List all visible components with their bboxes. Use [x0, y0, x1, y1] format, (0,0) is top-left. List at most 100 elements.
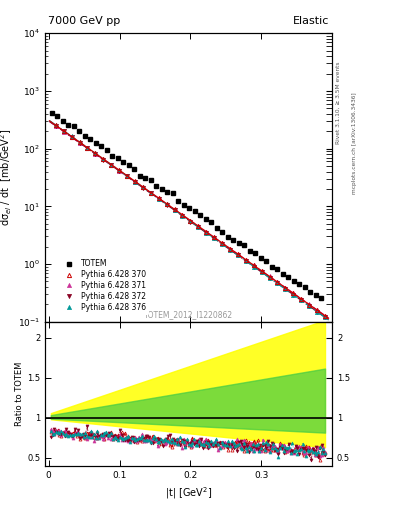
Pythia 6.428 376 [188, 218, 193, 224]
Pythia 6.428 371 [283, 285, 288, 291]
Pythia 6.428 370 [180, 212, 185, 218]
Pythia 6.428 371 [125, 173, 129, 179]
Pythia 6.428 372 [101, 157, 106, 163]
Pythia 6.428 376 [85, 145, 90, 151]
Pythia 6.428 370 [53, 122, 58, 129]
Pythia 6.428 376 [275, 281, 280, 287]
Pythia 6.428 371 [109, 162, 114, 168]
Pythia 6.428 376 [259, 269, 264, 275]
Pythia 6.428 372 [164, 202, 169, 208]
TOTEM [132, 166, 136, 172]
Pythia 6.428 371 [93, 151, 98, 157]
Pythia 6.428 370 [244, 257, 248, 263]
Pythia 6.428 372 [212, 236, 217, 242]
TOTEM [71, 123, 76, 129]
Pythia 6.428 371 [101, 156, 106, 162]
Pythia 6.428 372 [299, 297, 304, 304]
TOTEM [187, 205, 192, 211]
Pythia 6.428 372 [141, 185, 145, 191]
TOTEM [193, 208, 197, 215]
Pythia 6.428 370 [196, 223, 201, 229]
Pythia 6.428 372 [244, 258, 248, 264]
Line: TOTEM: TOTEM [49, 111, 324, 300]
Pythia 6.428 372 [172, 207, 177, 214]
Pythia 6.428 376 [228, 246, 232, 252]
TOTEM [286, 274, 291, 280]
Pythia 6.428 372 [267, 275, 272, 281]
Pythia 6.428 376 [283, 286, 288, 292]
Pythia 6.428 376 [299, 297, 304, 304]
TOTEM [165, 189, 170, 195]
Pythia 6.428 372 [93, 151, 98, 157]
Pythia 6.428 371 [299, 296, 304, 302]
Pythia 6.428 376 [323, 314, 327, 321]
Pythia 6.428 370 [149, 189, 153, 196]
Pythia 6.428 376 [117, 167, 121, 174]
Pythia 6.428 370 [204, 229, 209, 235]
Line: Pythia 6.428 376: Pythia 6.428 376 [54, 123, 327, 319]
TOTEM [270, 264, 274, 270]
TOTEM [275, 266, 280, 272]
Pythia 6.428 370 [61, 128, 66, 134]
TOTEM [204, 216, 208, 222]
Pythia 6.428 371 [291, 290, 296, 296]
Pythia 6.428 372 [61, 129, 66, 135]
Pythia 6.428 371 [69, 134, 74, 140]
TOTEM [137, 173, 142, 179]
TOTEM [198, 212, 203, 218]
Pythia 6.428 370 [235, 251, 240, 257]
Pythia 6.428 371 [204, 229, 209, 235]
Pythia 6.428 370 [307, 302, 312, 308]
Pythia 6.428 370 [77, 139, 82, 145]
TOTEM [237, 240, 241, 246]
TOTEM [297, 281, 302, 287]
Pythia 6.428 376 [132, 179, 137, 185]
Pythia 6.428 372 [53, 123, 58, 129]
Pythia 6.428 376 [204, 229, 209, 236]
Pythia 6.428 371 [235, 251, 240, 258]
Pythia 6.428 370 [172, 206, 177, 212]
TOTEM [88, 136, 92, 142]
Pythia 6.428 371 [212, 234, 217, 241]
TOTEM [171, 190, 175, 196]
TOTEM [60, 118, 65, 124]
Line: Pythia 6.428 372: Pythia 6.428 372 [54, 124, 327, 319]
TOTEM [182, 202, 186, 208]
Pythia 6.428 371 [53, 123, 58, 129]
TOTEM [209, 219, 214, 225]
TOTEM [148, 177, 153, 183]
Pythia 6.428 372 [291, 292, 296, 298]
Pythia 6.428 376 [164, 201, 169, 207]
Pythia 6.428 371 [323, 312, 327, 318]
Pythia 6.428 372 [125, 174, 129, 180]
TOTEM [143, 175, 147, 181]
TOTEM [281, 271, 285, 277]
Line: Pythia 6.428 371: Pythia 6.428 371 [54, 124, 327, 317]
Pythia 6.428 370 [156, 195, 161, 201]
TOTEM [49, 110, 54, 116]
Text: Elastic: Elastic [293, 16, 329, 26]
Pythia 6.428 372 [252, 264, 256, 270]
Pythia 6.428 376 [291, 292, 296, 298]
Pythia 6.428 370 [117, 167, 121, 173]
Pythia 6.428 376 [149, 190, 153, 196]
Pythia 6.428 371 [228, 246, 232, 252]
Pythia 6.428 372 [188, 219, 193, 225]
TOTEM [303, 284, 307, 290]
Pythia 6.428 370 [252, 262, 256, 268]
TOTEM [82, 133, 87, 139]
TOTEM [99, 143, 103, 149]
Pythia 6.428 376 [180, 212, 185, 219]
Pythia 6.428 372 [77, 140, 82, 146]
Pythia 6.428 372 [85, 145, 90, 152]
Legend: TOTEM, Pythia 6.428 370, Pythia 6.428 371, Pythia 6.428 372, Pythia 6.428 376: TOTEM, Pythia 6.428 370, Pythia 6.428 37… [58, 256, 149, 315]
Pythia 6.428 372 [204, 230, 209, 236]
Pythia 6.428 370 [212, 234, 217, 241]
TOTEM [264, 258, 269, 264]
TOTEM [77, 127, 81, 134]
Pythia 6.428 376 [53, 122, 58, 128]
Text: TOTEM_2012_I1220862: TOTEM_2012_I1220862 [144, 310, 233, 319]
Pythia 6.428 370 [291, 290, 296, 296]
Pythia 6.428 371 [85, 145, 90, 152]
Pythia 6.428 371 [315, 307, 320, 313]
